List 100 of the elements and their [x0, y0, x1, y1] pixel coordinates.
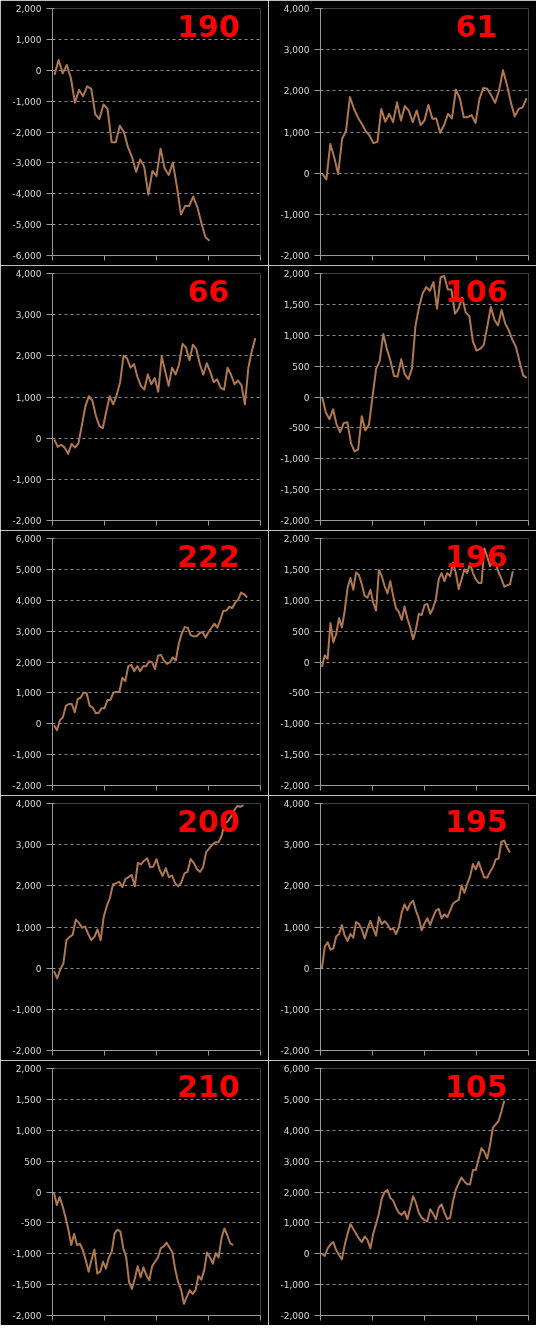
y-tick-label: 4,000 — [283, 799, 310, 809]
y-tick-label: 1,000 — [283, 330, 310, 341]
y-tick-label: -1,000 — [280, 719, 310, 730]
y-tick-label: -1,000 — [12, 96, 42, 107]
y-tick-label: 1,000 — [15, 922, 42, 933]
y-tick-label: 3,000 — [283, 45, 310, 56]
y-tick-label: -2,000 — [12, 516, 42, 526]
y-tick-label: 3,000 — [15, 626, 42, 637]
y-tick-label: -2,000 — [280, 516, 310, 526]
y-tick-label: 5,000 — [15, 564, 42, 575]
chart-title: 105 — [445, 1068, 508, 1104]
chart-title: 222 — [177, 538, 240, 574]
y-tick-label: -1,000 — [280, 1004, 310, 1015]
y-tick-label: -3,000 — [12, 158, 42, 169]
y-tick-label: 0 — [303, 657, 310, 668]
chart-title: 61 — [455, 8, 498, 44]
y-tick-label: -1,000 — [12, 1249, 42, 1260]
line-series — [52, 591, 249, 732]
y-tick-label: 6,000 — [15, 534, 42, 544]
y-tick-label: 1,500 — [15, 1094, 42, 1105]
y-tick-label: 1,000 — [283, 1218, 310, 1229]
line-series — [320, 839, 511, 970]
y-tick-label: -4,000 — [12, 189, 42, 200]
y-tick-label: 2,000 — [283, 534, 310, 544]
y-tick-label: 4,000 — [15, 595, 42, 606]
y-tick-label: 1,000 — [283, 922, 310, 933]
y-tick-label: -1,000 — [280, 209, 310, 220]
chart-title: 106 — [445, 273, 508, 309]
y-tick-label: 0 — [35, 433, 42, 444]
y-tick-label: 2,000 — [283, 269, 310, 279]
y-tick-label: -2,000 — [280, 1046, 310, 1056]
y-tick-label: -6,000 — [12, 251, 42, 261]
chart-title: 190 — [177, 8, 240, 44]
y-tick-label: -2,000 — [12, 127, 42, 138]
y-tick-label: -1,000 — [280, 454, 310, 465]
y-tick-label: -2,000 — [12, 781, 42, 791]
y-tick-label: -2,000 — [280, 781, 310, 791]
y-tick-label: 4,000 — [283, 1125, 310, 1136]
y-tick-label: 2,000 — [15, 351, 42, 362]
y-tick-label: -1,000 — [280, 1280, 310, 1291]
y-tick-label: 0 — [303, 1249, 310, 1260]
y-tick-label: 1,000 — [15, 34, 42, 45]
y-tick-label: 500 — [24, 1156, 42, 1167]
chart-title: 66 — [187, 273, 230, 309]
y-tick-label: 4,000 — [15, 269, 42, 279]
y-tick-label: 3,000 — [283, 1156, 310, 1167]
y-tick-label: 500 — [292, 626, 310, 637]
y-tick-label: 5,000 — [283, 1094, 310, 1105]
y-tick-label: 0 — [303, 168, 310, 179]
y-tick-label: 0 — [35, 963, 42, 974]
y-tick-label: 3,000 — [15, 310, 42, 321]
line-series — [53, 337, 257, 455]
y-tick-label: 0 — [35, 65, 42, 76]
line-series — [320, 1099, 506, 1261]
y-tick-label: 1,000 — [15, 1125, 42, 1136]
y-tick-label: 500 — [292, 361, 310, 372]
y-tick-label: 6,000 — [283, 1064, 310, 1074]
y-tick-label: -5,000 — [12, 220, 42, 231]
y-tick-label: 1,000 — [15, 392, 42, 403]
y-tick-label: -500 — [289, 688, 310, 699]
line-series — [320, 547, 514, 668]
y-tick-label: 2,000 — [15, 4, 42, 14]
line-series — [53, 804, 245, 980]
y-tick-label: 2,000 — [15, 881, 42, 892]
y-tick-label: 1,000 — [15, 688, 42, 699]
y-tick-label: -1,500 — [12, 1280, 42, 1291]
y-tick-label: -1,000 — [12, 1004, 42, 1015]
y-tick-label: 4,000 — [283, 4, 310, 14]
line-series — [321, 69, 528, 181]
y-tick-label: 1,000 — [283, 127, 310, 138]
y-tick-label: -500 — [289, 423, 310, 434]
y-tick-label: 2,000 — [15, 1064, 42, 1074]
line-series — [321, 274, 528, 453]
y-tick-label: 1,500 — [283, 564, 310, 575]
y-tick-label: 2,000 — [15, 657, 42, 668]
line-series — [53, 59, 211, 242]
y-tick-label: -500 — [21, 1218, 42, 1229]
y-tick-label: -2,000 — [280, 251, 310, 261]
y-tick-label: -1,000 — [12, 750, 42, 761]
y-tick-label: -1,500 — [280, 485, 310, 496]
y-tick-label: 1,000 — [283, 595, 310, 606]
y-tick-label: 0 — [35, 719, 42, 730]
y-tick-label: -1,000 — [12, 474, 42, 485]
y-tick-label: -2,000 — [12, 1311, 42, 1321]
y-tick-label: -1,500 — [280, 750, 310, 761]
chart-title: 210 — [177, 1068, 240, 1104]
y-tick-label: 2,000 — [283, 881, 310, 892]
y-tick-label: 3,000 — [283, 840, 310, 851]
line-series — [52, 1191, 235, 1305]
y-tick-label: -2,000 — [12, 1046, 42, 1056]
y-tick-label: 0 — [303, 963, 310, 974]
y-tick-label: 0 — [35, 1187, 42, 1198]
y-tick-label: 4,000 — [15, 799, 42, 809]
y-tick-label: 0 — [303, 392, 310, 403]
y-tick-label: 3,000 — [15, 840, 42, 851]
y-tick-label: 2,000 — [283, 1187, 310, 1198]
y-tick-label: 2,000 — [283, 86, 310, 97]
y-tick-label: 1,500 — [283, 299, 310, 310]
chart-title: 195 — [445, 803, 508, 839]
y-tick-label: -2,000 — [280, 1311, 310, 1321]
